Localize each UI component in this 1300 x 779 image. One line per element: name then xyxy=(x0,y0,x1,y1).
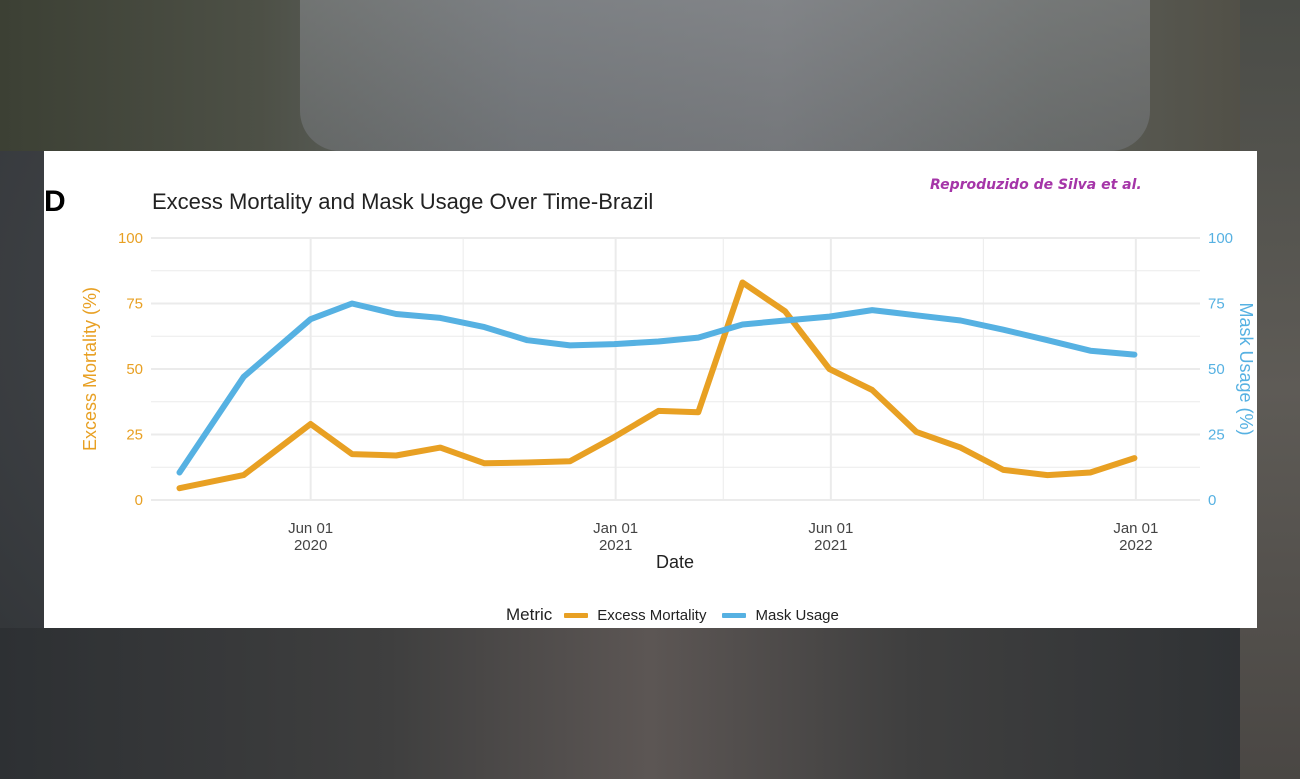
right-tick-label: 0 xyxy=(1208,492,1216,509)
left-tick-labels: 0 25 50 75 100 xyxy=(118,230,143,509)
legend-item-excess-mortality: Excess Mortality xyxy=(564,607,706,624)
legend-swatch-mask-usage xyxy=(722,612,747,618)
right-tick-label: 25 xyxy=(1208,427,1225,444)
background-mask xyxy=(300,0,1150,151)
y-axis-label-right: Mask Usage (%) xyxy=(1236,302,1256,435)
x-tick-label: Jun 01 xyxy=(288,520,333,537)
legend-swatch-excess-mortality xyxy=(564,612,589,618)
x-tick-label: Jun 01 xyxy=(808,520,853,537)
left-tick-label: 50 xyxy=(126,361,143,378)
legend-title: Metric xyxy=(506,605,553,624)
right-tick-labels: 0 25 50 75 100 xyxy=(1208,230,1233,509)
legend: Metric Excess Mortality Mask Usage xyxy=(506,605,855,625)
series-line-mask-usage xyxy=(176,300,1138,476)
right-tick-label: 100 xyxy=(1208,230,1233,247)
left-tick-label: 0 xyxy=(135,492,143,509)
x-tick-label: 2020 xyxy=(294,537,327,554)
credit-text: Reproduzido de Silva et al. xyxy=(930,177,1142,193)
panel-label: D xyxy=(44,185,66,218)
right-tick-label: 75 xyxy=(1208,296,1225,313)
legend-item-mask-usage: Mask Usage xyxy=(722,606,839,624)
x-tick-label: 2022 xyxy=(1119,537,1152,554)
x-axis-label: Date xyxy=(656,552,694,572)
left-tick-label: 75 xyxy=(126,296,143,313)
series-line-excess-mortality xyxy=(176,279,1138,492)
x-tick-label: 2021 xyxy=(814,537,847,554)
grid-lines xyxy=(151,237,1200,501)
legend-label-mask-usage: Mask Usage xyxy=(755,606,839,624)
y-axis-label-left: Excess Mortality (%) xyxy=(80,287,100,451)
left-tick-label: 100 xyxy=(118,230,143,247)
right-tick-label: 50 xyxy=(1208,361,1225,378)
x-tick-label: Jan 01 xyxy=(593,520,638,537)
background-bottom xyxy=(0,628,1300,779)
chart-title: Excess Mortality and Mask Usage Over Tim… xyxy=(152,189,654,214)
x-tick-label: Jan 01 xyxy=(1113,520,1158,537)
chart-panel: D Excess Mortality and Mask Usage Over T… xyxy=(44,151,1257,628)
series-lines xyxy=(176,279,1138,492)
x-tick-label: 2021 xyxy=(599,537,632,554)
left-tick-label: 25 xyxy=(126,427,143,444)
legend-label-excess-mortality: Excess Mortality xyxy=(597,606,707,624)
